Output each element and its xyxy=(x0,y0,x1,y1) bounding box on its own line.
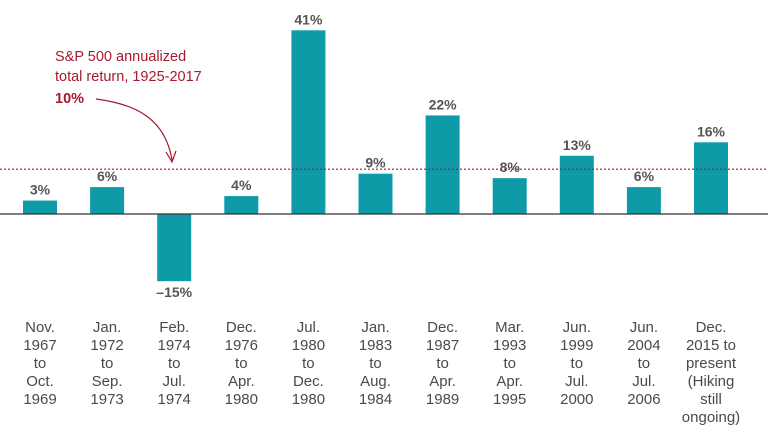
annotation-arrowhead xyxy=(165,150,177,164)
reference-value-label: 10% xyxy=(55,91,84,107)
value-label-10: 16% xyxy=(697,123,726,139)
category-label-8: Jun. 1999 to Jul. 2000 xyxy=(560,319,593,408)
bar-6 xyxy=(425,115,460,214)
value-label-0: 3% xyxy=(30,182,51,198)
reference-annotation-line-1: S&P 500 annualized xyxy=(55,49,186,65)
bar-10 xyxy=(694,142,728,214)
category-label-9: Jun. 2004 to Jul. 2006 xyxy=(627,319,660,408)
value-labels-group: 3% 6% –15% 4% 41% 9% 22% 8% 13% 6% 16% xyxy=(30,11,726,300)
category-label-3: Dec. 1976 to Apr. 1980 xyxy=(225,319,258,408)
category-label-6: Dec. 1987 to Apr. 1989 xyxy=(426,319,459,408)
value-label-4: 41% xyxy=(294,11,323,27)
bar-3 xyxy=(224,196,259,214)
value-label-3: 4% xyxy=(231,177,252,193)
bar-9 xyxy=(626,187,661,214)
bar-5 xyxy=(358,173,393,214)
annotation-arrow xyxy=(95,98,173,161)
category-label-4: Jul. 1980 to Dec. 1980 xyxy=(292,319,325,408)
value-label-2: –15% xyxy=(156,284,192,300)
value-label-7: 8% xyxy=(500,159,521,175)
value-label-5: 9% xyxy=(365,155,386,171)
reference-annotation-line-2: total return, 1925-2017 xyxy=(55,69,202,85)
value-label-6: 22% xyxy=(429,96,458,112)
category-label-5: Jan. 1983 to Aug. 1984 xyxy=(359,319,392,408)
category-label-1: Jan. 1972 to Sep. 1973 xyxy=(90,319,123,408)
bar-0 xyxy=(23,200,57,214)
bar-2 xyxy=(157,214,192,282)
category-label-2: Feb. 1974 to Jul. 1974 xyxy=(158,319,191,408)
value-label-8: 13% xyxy=(563,137,592,153)
category-label-0: Nov. 1967 to Oct. 1969 xyxy=(23,319,56,408)
bar-7 xyxy=(492,178,527,214)
reference-annotation: S&P 500 annualized total return, 1925-20… xyxy=(55,49,202,164)
bar-8 xyxy=(559,155,594,214)
category-label-10: Dec. 2015 to present (Hiking still ongoing) xyxy=(682,319,740,426)
category-labels-group: Nov. 1967 to Oct. 1969 Jan. 1972 to Sep. 1973 Feb.… xyxy=(23,319,740,426)
value-label-9: 6% xyxy=(634,168,655,184)
value-label-1: 6% xyxy=(97,168,118,184)
bar-1 xyxy=(90,187,125,214)
bars-group xyxy=(23,30,728,282)
bar-4 xyxy=(291,30,326,214)
category-label-7: Mar. 1993 to Apr. 1995 xyxy=(493,319,526,408)
